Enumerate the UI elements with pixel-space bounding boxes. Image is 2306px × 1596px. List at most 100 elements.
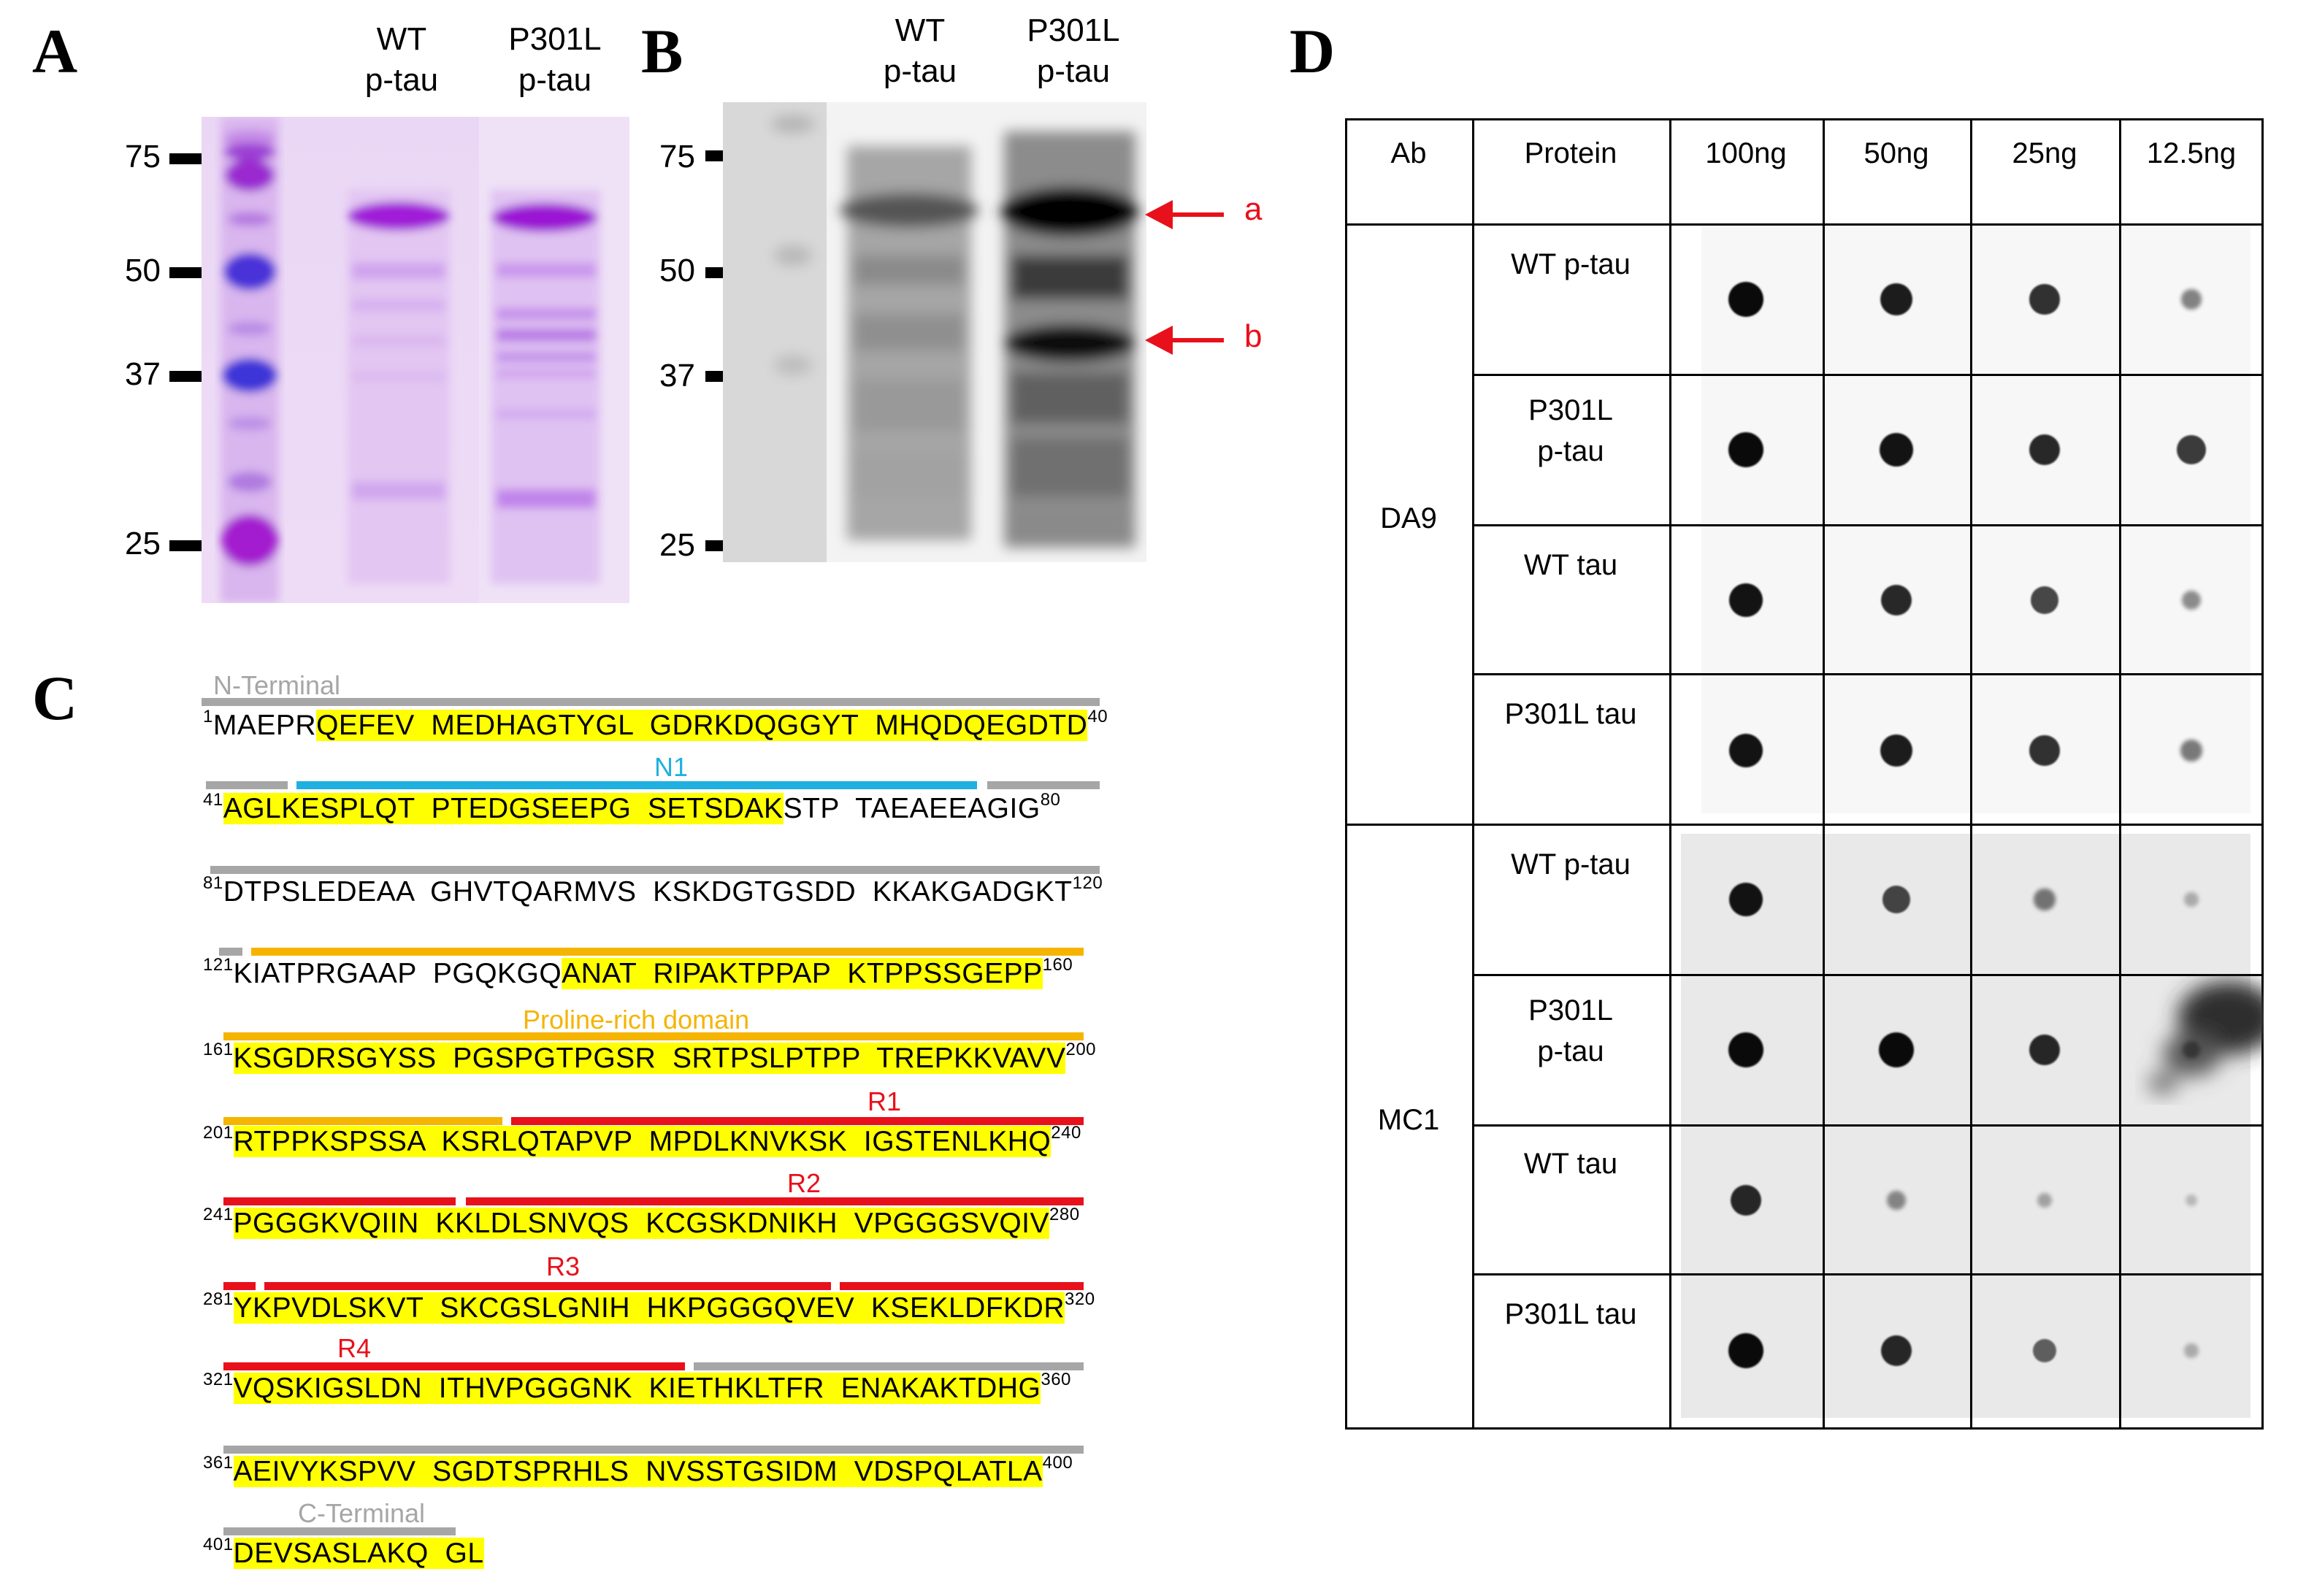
arrow-label-b: b	[1244, 318, 1263, 354]
sequence-segment: DTPSLEDEAA GHVTQARMVS KSKDGTGSDD KKAKGAD…	[223, 876, 1073, 908]
gel-marker-37: 37	[125, 356, 161, 392]
bar-n-terminal-4	[219, 948, 242, 956]
header-50ng: 50ng	[1863, 137, 1929, 169]
blot-spot-mc1	[2032, 1338, 2057, 1363]
header-12-5ng: 12.5ng	[2146, 137, 2237, 169]
table-rule	[1345, 824, 2264, 826]
table-rule	[1472, 524, 2264, 526]
sequence-line-3: 81DTPSLEDEAA GHVTQARMVS KSKDGTGSDD KKAKG…	[203, 873, 1103, 908]
domain-label-proline: Proline-rich domain	[523, 1005, 750, 1035]
blot-spot-mc1	[1730, 1184, 1762, 1216]
bar-n-terminal-2b	[987, 781, 1100, 789]
sequence-line-5: 161KSGDRSGYSS PGSPGTPGSR SRTPSLPTPP TREP…	[203, 1040, 1097, 1075]
western-blot-image	[723, 102, 1146, 562]
gel-marker-tick-75	[169, 153, 202, 164]
blot-spot-mc1	[1880, 1335, 1912, 1367]
gel-marker-tick-50	[169, 267, 202, 278]
blot-spot-da9	[1880, 584, 1912, 616]
residue-number: 320	[1065, 1289, 1095, 1309]
blot-spot-da9	[2182, 591, 2201, 610]
residue-number: 280	[1049, 1205, 1080, 1224]
blot-spot-mc1	[2034, 889, 2056, 910]
blot-spot-da9	[2029, 434, 2061, 466]
blot-spot-da9	[2029, 735, 2060, 766]
antibody-label-da9: DA9	[1380, 502, 1437, 534]
antibody-label-mc1: MC1	[1377, 1104, 1440, 1136]
residue-number: 120	[1072, 873, 1103, 893]
sequence-line-1: 1MAEPRQEFEV MEDHAGTYGL GDRKDQGGYT MHQDQE…	[203, 707, 1108, 742]
domain-label-c-terminal: C-Terminal	[298, 1498, 426, 1528]
panel-label-c: C	[32, 663, 78, 733]
residue-number: 121	[203, 955, 234, 975]
protein-label-wt-tau: WT tau	[1523, 549, 1618, 581]
arrow-label-a: a	[1244, 191, 1263, 227]
blot-spot-da9	[2029, 284, 2060, 315]
arrow-b-shaft	[1168, 338, 1224, 342]
blot-spot-mc1	[1879, 1032, 1914, 1067]
header-25ng: 25ng	[2012, 137, 2077, 169]
sequence-segment-highlighted: YKPVDLSKVT SKCGSLGNIH HKPGGGQVEV KSEKLDF…	[233, 1292, 1065, 1324]
sequence-segment-highlighted: RTPPKSPSSA KSRLQTAPVP MPDLKNVKSK IGSTENL…	[233, 1126, 1052, 1157]
bar-n-terminal-3	[210, 866, 1100, 874]
residue-number: 81	[203, 873, 223, 893]
blot-spot-da9	[1879, 432, 1914, 467]
dot-blot-table: Ab Protein 100ng 50ng 25ng 12.5ng DA9 MC…	[1345, 118, 2264, 1430]
sequence-segment-highlighted: KSGDRSGYSS PGSPGTPGSR SRTPSLPTPP TREPKKV…	[233, 1043, 1066, 1074]
wb-lane-label-wt: WT p-tau	[883, 12, 957, 89]
sequence-line-6: 201RTPPKSPSSA KSRLQTAPVP MPDLKNVKSK IGST…	[203, 1123, 1081, 1158]
domain-label-r3: R3	[546, 1251, 581, 1281]
blot-spot-da9	[1728, 583, 1763, 618]
bar-c-terminal-1	[694, 1362, 1084, 1370]
bar-r1-b	[223, 1197, 456, 1205]
gel-marker-tick-25	[169, 540, 202, 551]
bar-c-terminal-3	[223, 1527, 456, 1535]
wb-marker-50: 50	[659, 253, 695, 288]
protein-label-p301l-tau: P301L tau	[1504, 1298, 1637, 1330]
blot-spot-mc1	[1728, 1333, 1763, 1368]
blot-spot-mc1	[2182, 1040, 2201, 1059]
table-border	[1345, 118, 2264, 1430]
domain-label-r1: R1	[867, 1086, 902, 1116]
domain-label-r4: R4	[337, 1333, 372, 1363]
blot-spot-mc1	[1887, 1191, 1906, 1210]
sequence-line-10: 361AEIVYKSPVV SGDTSPRHLS NVSSTGSIDM VDSP…	[203, 1453, 1073, 1488]
table-rule	[1472, 374, 2264, 376]
protein-label-wt-tau: WT tau	[1523, 1148, 1618, 1180]
blot-spot-da9	[1880, 283, 1913, 316]
residue-number: 240	[1051, 1123, 1081, 1143]
header-protein: Protein	[1524, 137, 1617, 169]
blot-spot-da9	[1728, 282, 1763, 317]
protein-label-p301l-tau: P301L tau	[1504, 698, 1637, 730]
residue-number: 41	[203, 790, 223, 810]
residue-number: 40	[1087, 707, 1108, 726]
table-rule	[1345, 223, 2264, 226]
table-rule	[1472, 118, 1474, 1430]
gel-lane-label-wt: WT p-tau	[364, 21, 439, 98]
arrow-a-shaft	[1168, 212, 1224, 217]
coomassie-gel-image	[202, 117, 629, 603]
blot-spot-mc1	[1728, 882, 1763, 917]
sequence-segment-highlighted: PGGGKVQIIN KKLDLSNVQS KCGSKDNIKH VPGGGSV…	[233, 1208, 1050, 1239]
residue-number: 200	[1065, 1040, 1097, 1059]
bar-n-terminal-2a	[206, 781, 288, 789]
residue-number: 241	[203, 1205, 234, 1224]
panel-label-d: D	[1290, 16, 1336, 86]
bar-r1-a	[511, 1117, 1084, 1125]
blot-spot-da9	[1728, 432, 1763, 467]
table-rule	[1472, 974, 2264, 976]
residue-number: 160	[1042, 955, 1073, 975]
blot-spot-da9	[2031, 586, 2058, 614]
sequence-segment-highlighted: QEFEV MEDHAGTYGL GDRKDQGGYT MHQDQEGDTD	[316, 710, 1088, 741]
bar-r4-a	[840, 1282, 1084, 1290]
panel-label-a: A	[32, 16, 78, 86]
protein-label-p301l-p-tau: P301L p-tau	[1528, 994, 1613, 1067]
residue-number: 400	[1042, 1453, 1073, 1473]
bar-r3-a	[264, 1282, 831, 1290]
sequence-segment-highlighted: VQSKIGSLDN ITHVPGGGNK KIETHKLTFR ENAKAKT…	[233, 1373, 1041, 1404]
blot-spot-da9	[2180, 740, 2202, 761]
bar-n-terminal-1	[202, 698, 1100, 706]
residue-number: 321	[203, 1370, 234, 1389]
header-100ng: 100ng	[1705, 137, 1787, 169]
protein-label-p301l-p-tau: P301L p-tau	[1528, 394, 1613, 467]
blot-spot-da9	[2181, 289, 2202, 310]
